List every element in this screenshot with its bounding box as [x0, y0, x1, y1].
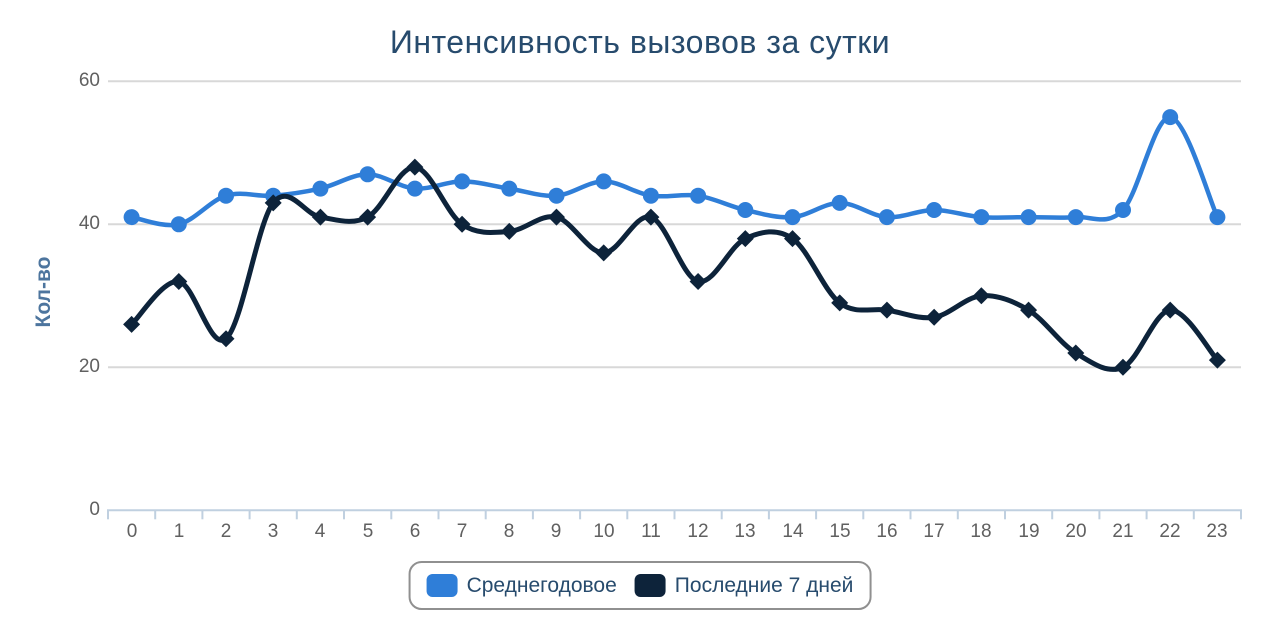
- data-point-diamond-21[interactable]: [1114, 358, 1132, 376]
- x-tick-label-15: 15: [829, 521, 851, 542]
- data-point-circle-15[interactable]: [831, 194, 848, 211]
- x-tick-label-20: 20: [1065, 521, 1087, 542]
- y-axis-title: Кол-во: [32, 256, 55, 328]
- data-point-circle-7[interactable]: [454, 173, 471, 190]
- legend: Среднегодовое Последние 7 дней: [408, 561, 872, 610]
- x-tick-label-23: 23: [1206, 521, 1228, 542]
- data-point-circle-4[interactable]: [312, 180, 329, 197]
- data-point-diamond-23[interactable]: [1208, 351, 1226, 369]
- data-point-diamond-10[interactable]: [595, 244, 613, 262]
- y-tick-label-60: 60: [78, 70, 100, 91]
- data-point-circle-14[interactable]: [784, 209, 801, 226]
- x-tick-label-11: 11: [641, 521, 661, 542]
- x-tick-label-10: 10: [593, 521, 615, 542]
- data-point-diamond-17[interactable]: [925, 308, 943, 326]
- x-tick-label-6: 6: [409, 521, 421, 542]
- x-tick-label-14: 14: [782, 521, 804, 542]
- legend-label: Последние 7 дней: [674, 573, 854, 597]
- x-tick-label-17: 17: [923, 521, 945, 542]
- data-point-diamond-15[interactable]: [831, 294, 849, 312]
- data-point-circle-11[interactable]: [642, 187, 659, 204]
- y-tick-label-20: 20: [78, 356, 100, 377]
- x-tick-label-16: 16: [876, 521, 898, 542]
- data-point-diamond-11[interactable]: [642, 208, 660, 226]
- data-point-circle-21[interactable]: [1115, 202, 1131, 218]
- x-tick-label-0: 0: [126, 521, 138, 542]
- data-point-diamond-14[interactable]: [784, 230, 801, 248]
- data-point-diamond-16[interactable]: [878, 301, 896, 319]
- data-point-circle-10[interactable]: [595, 173, 612, 190]
- data-point-diamond-19[interactable]: [1020, 301, 1038, 319]
- x-tick-label-18: 18: [970, 521, 992, 542]
- y-tick-label-0: 0: [89, 499, 100, 520]
- data-point-circle-1[interactable]: [170, 216, 187, 233]
- data-point-diamond-5[interactable]: [359, 208, 377, 226]
- data-point-diamond-9[interactable]: [548, 208, 565, 226]
- data-point-diamond-4[interactable]: [311, 208, 329, 226]
- data-point-circle-17[interactable]: [926, 202, 943, 218]
- x-tick-label-1: 1: [173, 521, 185, 542]
- data-point-circle-12[interactable]: [690, 187, 707, 204]
- data-point-circle-19[interactable]: [1020, 209, 1037, 226]
- legend-label: Среднегодовое: [466, 573, 617, 597]
- x-tick-label-22: 22: [1159, 521, 1181, 542]
- x-tick-label-12: 12: [687, 521, 709, 542]
- x-tick-label-9: 9: [550, 521, 562, 542]
- x-tick-label-8: 8: [503, 521, 515, 542]
- series-line-1: [129, 114, 1220, 228]
- data-point-circle-0[interactable]: [123, 209, 140, 226]
- y-tick-label-40: 40: [78, 213, 100, 234]
- data-point-circle-20[interactable]: [1067, 209, 1084, 226]
- data-point-diamond-2[interactable]: [217, 330, 235, 348]
- legend-item-series-2[interactable]: Последние 7 дней: [634, 573, 854, 598]
- data-point-circle-18[interactable]: [973, 209, 990, 226]
- data-point-diamond-3[interactable]: [264, 194, 282, 212]
- data-point-diamond-7[interactable]: [453, 215, 471, 233]
- data-point-diamond-12[interactable]: [689, 273, 707, 290]
- legend-item-series-1[interactable]: Среднегодовое: [426, 573, 617, 598]
- data-point-diamond-22[interactable]: [1161, 301, 1179, 319]
- data-point-circle-5[interactable]: [359, 166, 376, 183]
- data-point-diamond-20[interactable]: [1067, 344, 1085, 362]
- x-tick-label-5: 5: [362, 521, 374, 542]
- x-tick-label-13: 13: [734, 521, 756, 542]
- data-point-diamond-18[interactable]: [972, 287, 990, 305]
- data-point-circle-9[interactable]: [548, 187, 565, 204]
- x-tick-label-7: 7: [456, 521, 468, 542]
- x-tick-label-3: 3: [267, 521, 279, 542]
- data-point-circle-8[interactable]: [501, 180, 518, 197]
- data-point-circle-22[interactable]: [1162, 109, 1179, 126]
- data-point-diamond-1[interactable]: [170, 273, 188, 290]
- data-point-diamond-13[interactable]: [736, 230, 754, 248]
- data-point-diamond-8[interactable]: [500, 222, 518, 240]
- legend-swatch-icon: [426, 574, 458, 597]
- data-point-circle-23[interactable]: [1209, 209, 1226, 226]
- x-tick-label-19: 19: [1018, 521, 1040, 542]
- legend-swatch-icon: [634, 574, 666, 597]
- chart-title: Интенсивность вызовов за сутки: [389, 24, 891, 60]
- x-tick-label-4: 4: [314, 521, 326, 542]
- x-tick-label-21: 21: [1112, 521, 1134, 542]
- data-point-diamond-0[interactable]: [123, 315, 141, 333]
- data-point-circle-16[interactable]: [878, 209, 895, 226]
- data-point-circle-6[interactable]: [406, 180, 423, 197]
- data-point-diamond-6[interactable]: [406, 158, 424, 176]
- x-tick-label-2: 2: [220, 521, 232, 542]
- data-point-circle-2[interactable]: [218, 187, 234, 204]
- data-point-circle-13[interactable]: [737, 202, 754, 218]
